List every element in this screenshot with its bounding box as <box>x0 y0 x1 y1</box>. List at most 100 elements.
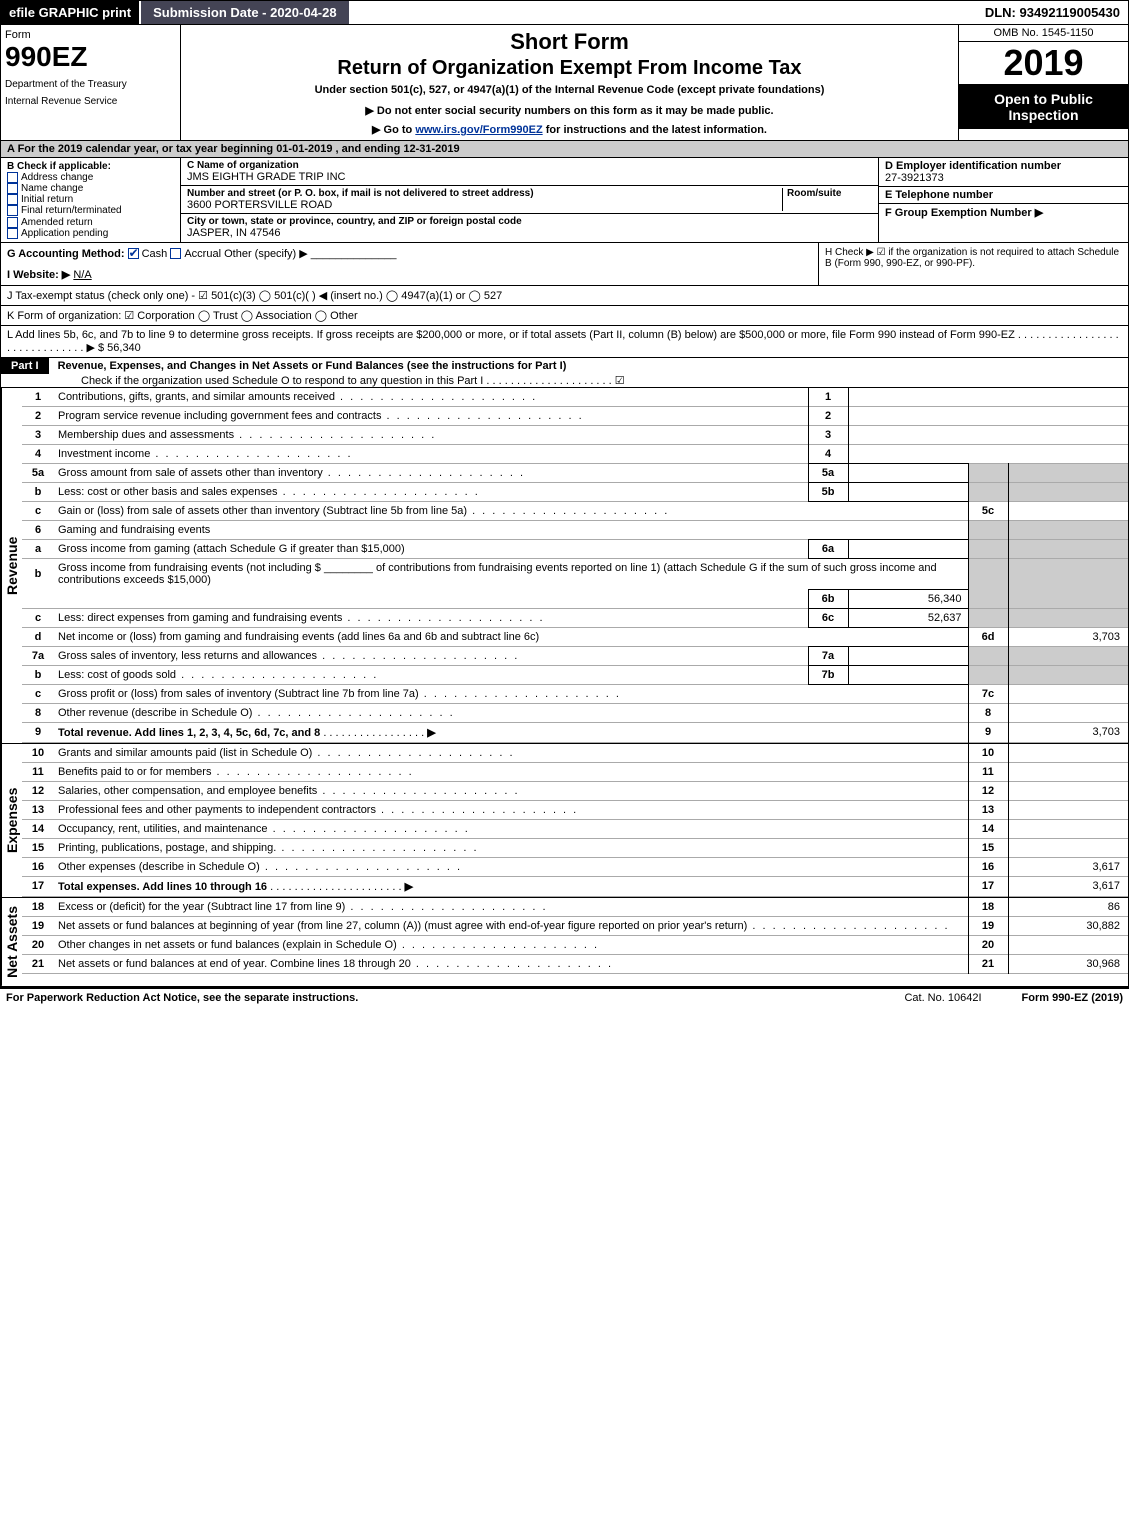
addr-value: 3600 PORTERSVILLE ROAD <box>187 199 782 211</box>
goto-post: for instructions and the latest informat… <box>543 124 767 136</box>
part1-check-o: Check if the organization used Schedule … <box>1 374 1128 387</box>
website-label: I Website: ▶ <box>7 269 70 281</box>
line-11: 11Benefits paid to or for members11 <box>22 762 1128 781</box>
city-label: City or town, state or province, country… <box>187 216 872 227</box>
do-not-ssn: ▶ Do not enter social security numbers o… <box>187 104 952 117</box>
line-6c: cLess: direct expenses from gaming and f… <box>22 608 1128 627</box>
row-j-tax-exempt: J Tax-exempt status (check only one) - ☑… <box>1 286 1128 306</box>
line-18: 18Excess or (deficit) for the year (Subt… <box>22 898 1128 917</box>
top-bar: efile GRAPHIC print Submission Date - 20… <box>0 0 1129 25</box>
city-value: JASPER, IN 47546 <box>187 227 872 239</box>
form-label: Form <box>5 29 176 41</box>
ein-label: D Employer identification number <box>885 160 1122 172</box>
goto-link[interactable]: www.irs.gov/Form990EZ <box>415 124 542 136</box>
net-assets-section: Net Assets 18Excess or (deficit) for the… <box>1 898 1128 988</box>
return-title: Return of Organization Exempt From Incom… <box>187 57 952 80</box>
line-3: 3Membership dues and assessments3 <box>22 425 1128 444</box>
line-6b-2: 6b56,340 <box>22 589 1128 608</box>
identity-block: B Check if applicable: Address change Na… <box>1 158 1128 243</box>
line-1: 1Contributions, gifts, grants, and simil… <box>22 388 1128 407</box>
footer-formref: Form 990-EZ (2019) <box>1022 992 1123 1004</box>
line-7b: bLess: cost of goods sold7b <box>22 665 1128 684</box>
line-17: 17Total expenses. Add lines 10 through 1… <box>22 876 1128 896</box>
part1-title: Revenue, Expenses, and Changes in Net As… <box>52 358 573 374</box>
form-number: 990EZ <box>5 41 176 73</box>
under-section: Under section 501(c), 527, or 4947(a)(1)… <box>187 84 952 96</box>
line-10: 10Grants and similar amounts paid (list … <box>22 744 1128 763</box>
line-6b-1: bGross income from fundraising events (n… <box>22 558 1128 589</box>
col-c-org: C Name of organization JMS EIGHTH GRADE … <box>181 158 878 242</box>
part1-header: Part I Revenue, Expenses, and Changes in… <box>1 358 1128 388</box>
line-a-taxyear: A For the 2019 calendar year, or tax yea… <box>1 141 1128 158</box>
line-20: 20Other changes in net assets or fund ba… <box>22 935 1128 954</box>
check-cash[interactable] <box>128 248 139 259</box>
line-5b: bLess: cost or other basis and sales exp… <box>22 482 1128 501</box>
efile-print-button[interactable]: efile GRAPHIC print <box>1 1 139 24</box>
tax-year: 2019 <box>959 42 1128 85</box>
row-h-schedb: H Check ▶ ☑ if the organization is not r… <box>818 243 1128 285</box>
line-9: 9Total revenue. Add lines 1, 2, 3, 4, 5c… <box>22 722 1128 742</box>
page-footer: For Paperwork Reduction Act Notice, see … <box>0 989 1129 1007</box>
check-amended-return[interactable] <box>7 217 18 228</box>
line-13: 13Professional fees and other payments t… <box>22 800 1128 819</box>
line-16: 16Other expenses (describe in Schedule O… <box>22 857 1128 876</box>
check-final-return[interactable] <box>7 205 18 216</box>
check-application-pending[interactable] <box>7 228 18 239</box>
expenses-side-label: Expenses <box>1 744 22 897</box>
g-label: G Accounting Method: <box>7 248 125 260</box>
label-other: Other (specify) ▶ <box>224 248 308 260</box>
dept-irs: Internal Revenue Service <box>5 96 176 107</box>
website-value: N/A <box>73 269 91 281</box>
col-b-title: B Check if applicable: <box>7 161 174 172</box>
form-header: Form 990EZ Department of the Treasury In… <box>1 25 1128 141</box>
tel-label: E Telephone number <box>885 189 1122 201</box>
line-6d: dNet income or (loss) from gaming and fu… <box>22 627 1128 646</box>
label-initial-return: Initial return <box>21 194 73 205</box>
goto-instructions: ▶ Go to www.irs.gov/Form990EZ for instru… <box>187 123 952 136</box>
check-accrual[interactable] <box>170 248 181 259</box>
label-accrual: Accrual <box>184 248 221 260</box>
check-address-change[interactable] <box>7 172 18 183</box>
line-21: 21Net assets or fund balances at end of … <box>22 954 1128 973</box>
label-address-change: Address change <box>21 172 93 183</box>
line-12: 12Salaries, other compensation, and empl… <box>22 781 1128 800</box>
part1-label: Part I <box>1 358 49 374</box>
dln-label: DLN: 93492119005430 <box>977 1 1128 24</box>
check-name-change[interactable] <box>7 183 18 194</box>
line-7c: cGross profit or (loss) from sales of in… <box>22 684 1128 703</box>
omb-number: OMB No. 1545-1150 <box>959 25 1128 42</box>
open-to-public: Open to Public Inspection <box>959 85 1128 129</box>
label-final-return: Final return/terminated <box>21 206 122 217</box>
netassets-side-label: Net Assets <box>1 898 22 986</box>
expenses-section: Expenses 10Grants and similar amounts pa… <box>1 744 1128 898</box>
label-application-pending: Application pending <box>21 228 108 239</box>
goto-pre: ▶ Go to <box>372 124 415 136</box>
revenue-side-label: Revenue <box>1 388 22 743</box>
label-name-change: Name change <box>21 183 83 194</box>
line-8: 8Other revenue (describe in Schedule O)8 <box>22 703 1128 722</box>
line-6a: aGross income from gaming (attach Schedu… <box>22 539 1128 558</box>
row-g-h: G Accounting Method: Cash Accrual Other … <box>1 243 1128 286</box>
line-7a: 7aGross sales of inventory, less returns… <box>22 646 1128 665</box>
line-19: 19Net assets or fund balances at beginni… <box>22 916 1128 935</box>
line-15: 15Printing, publications, postage, and s… <box>22 838 1128 857</box>
col-b-checks: B Check if applicable: Address change Na… <box>1 158 181 242</box>
dept-treasury: Department of the Treasury <box>5 79 176 90</box>
check-initial-return[interactable] <box>7 194 18 205</box>
submission-date-button[interactable]: Submission Date - 2020-04-28 <box>139 1 349 24</box>
org-name-label: C Name of organization <box>187 160 872 171</box>
line-4: 4Investment income4 <box>22 444 1128 463</box>
group-exempt-label: F Group Exemption Number ▶ <box>885 206 1122 219</box>
line-14: 14Occupancy, rent, utilities, and mainte… <box>22 819 1128 838</box>
footer-paperwork: For Paperwork Reduction Act Notice, see … <box>6 992 864 1004</box>
label-amended-return: Amended return <box>21 217 93 228</box>
row-k-form-org: K Form of organization: ☑ Corporation ◯ … <box>1 306 1128 326</box>
col-d-e-f: D Employer identification number 27-3921… <box>878 158 1128 242</box>
addr-label: Number and street (or P. O. box, if mail… <box>187 188 782 199</box>
row-i-website: I Website: ▶ N/A <box>7 268 812 281</box>
row-l-gross-receipts: L Add lines 5b, 6c, and 7b to line 9 to … <box>1 326 1128 358</box>
org-name: JMS EIGHTH GRADE TRIP INC <box>187 171 872 183</box>
footer-catno: Cat. No. 10642I <box>904 992 981 1004</box>
ein-value: 27-3921373 <box>885 172 1122 184</box>
short-form-title: Short Form <box>187 29 952 55</box>
